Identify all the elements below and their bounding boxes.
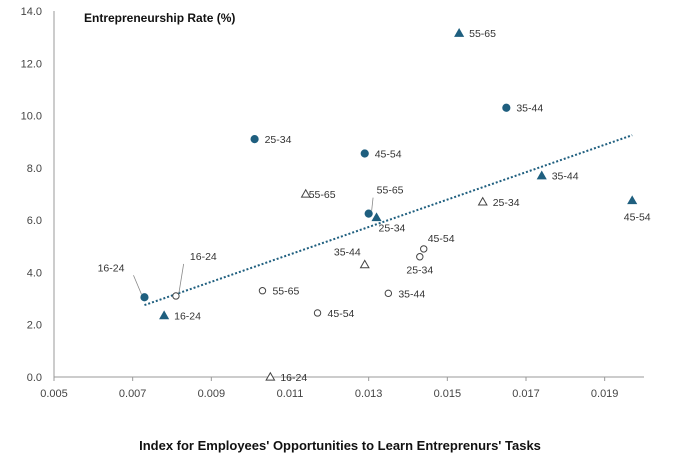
axes — [53, 11, 644, 378]
label-leader-line — [133, 275, 142, 295]
y-tick-label: 0.0 — [27, 372, 42, 384]
y-tick-label: 12.0 — [21, 58, 42, 70]
y-tick-label: 8.0 — [27, 163, 42, 175]
point-label: 16-24 — [98, 262, 125, 274]
point-label: 16-24 — [190, 251, 217, 263]
x-tick-label: 0.005 — [40, 388, 68, 400]
open-triangle-point-16-24 — [265, 371, 276, 381]
x-tick-label: 0.007 — [119, 388, 147, 400]
point-label: 16-24 — [280, 372, 307, 384]
filled-circle-point-16-24 — [140, 293, 149, 302]
filled-triangle-point-55-65 — [454, 28, 465, 37]
point-label: 25-34 — [406, 265, 433, 277]
point-label: 25-34 — [493, 197, 520, 209]
y-tick-label: 10.0 — [21, 111, 42, 123]
open-circle-point-45-54 — [420, 245, 428, 253]
label-leader-line — [178, 263, 185, 294]
open-triangle-point-55-65 — [300, 188, 311, 198]
point-label: 45-54 — [624, 212, 651, 224]
x-tick-label: 0.017 — [512, 388, 540, 400]
point-label: 16-24 — [174, 311, 201, 323]
point-label: 45-54 — [428, 233, 455, 245]
y-tick-label: 14.0 — [21, 6, 42, 18]
x-tick-label: 0.011 — [277, 388, 304, 400]
x-tick-labels: 0.005 0.007 0.009 0.011 0.013 0.015 0.017 0.019 — [40, 377, 618, 400]
y-axis-title: Entrepreneurship Rate (%) — [84, 11, 235, 25]
filled-triangle-point-35-44 — [536, 170, 547, 180]
open-circle-point-35-44 — [384, 289, 393, 298]
point-label: 45-54 — [375, 148, 402, 160]
filled-triangle-point-45-54 — [627, 195, 638, 205]
point-label: 35-44 — [334, 247, 361, 259]
x-tick-label: 0.009 — [198, 388, 226, 400]
open-triangle-point-35-44 — [359, 259, 370, 269]
point-label: 35-44 — [516, 103, 543, 115]
point-label: 35-44 — [398, 288, 425, 300]
filled-circle-point-35-44 — [502, 103, 511, 112]
point-label: 55-65 — [272, 286, 299, 298]
point-label: 25-34 — [265, 134, 292, 146]
open-circle-point-45-54 — [313, 309, 322, 317]
point-label: 55-65 — [377, 185, 404, 197]
filled-triangle-point-25-34 — [371, 212, 382, 222]
filled-circle-point-45-54 — [360, 149, 369, 158]
trendline — [144, 134, 633, 307]
y-tick-label: 6.0 — [27, 215, 42, 227]
x-tick-label: 0.013 — [355, 388, 383, 400]
x-tick-label: 0.015 — [434, 388, 462, 400]
point-label: 55-65 — [469, 28, 496, 40]
y-tick-label: 4.0 — [27, 267, 42, 279]
filled-circle-point-25-34 — [250, 135, 259, 144]
label-leader-line — [371, 197, 374, 211]
point-labels: 16-24 25-34 35-44 45-54 55-65 16-24 25-34 35-44… — [98, 28, 651, 384]
open-circle-point-16-24 — [172, 292, 180, 300]
point-label: 55-65 — [309, 189, 336, 201]
y-tick-label: 2.0 — [27, 320, 42, 332]
x-tick-label: 0.019 — [591, 388, 619, 400]
open-triangle-point-25-34 — [477, 196, 488, 206]
data-points — [140, 28, 638, 381]
y-tick-labels: 0.0 2.0 4.0 6.0 8.0 10.0 12.0 14.0 — [21, 6, 42, 384]
filled-triangle-point-16-24 — [159, 310, 170, 320]
point-label: 45-54 — [328, 308, 355, 320]
filled-circle-point-55-65 — [364, 209, 373, 218]
open-circle-point-25-34 — [416, 253, 424, 261]
open-circle-point-55-65 — [258, 287, 267, 295]
point-label: 35-44 — [552, 171, 579, 183]
x-axis-title: Index for Employees' Opportunities to Le… — [139, 438, 541, 453]
point-label: 25-34 — [379, 223, 406, 235]
